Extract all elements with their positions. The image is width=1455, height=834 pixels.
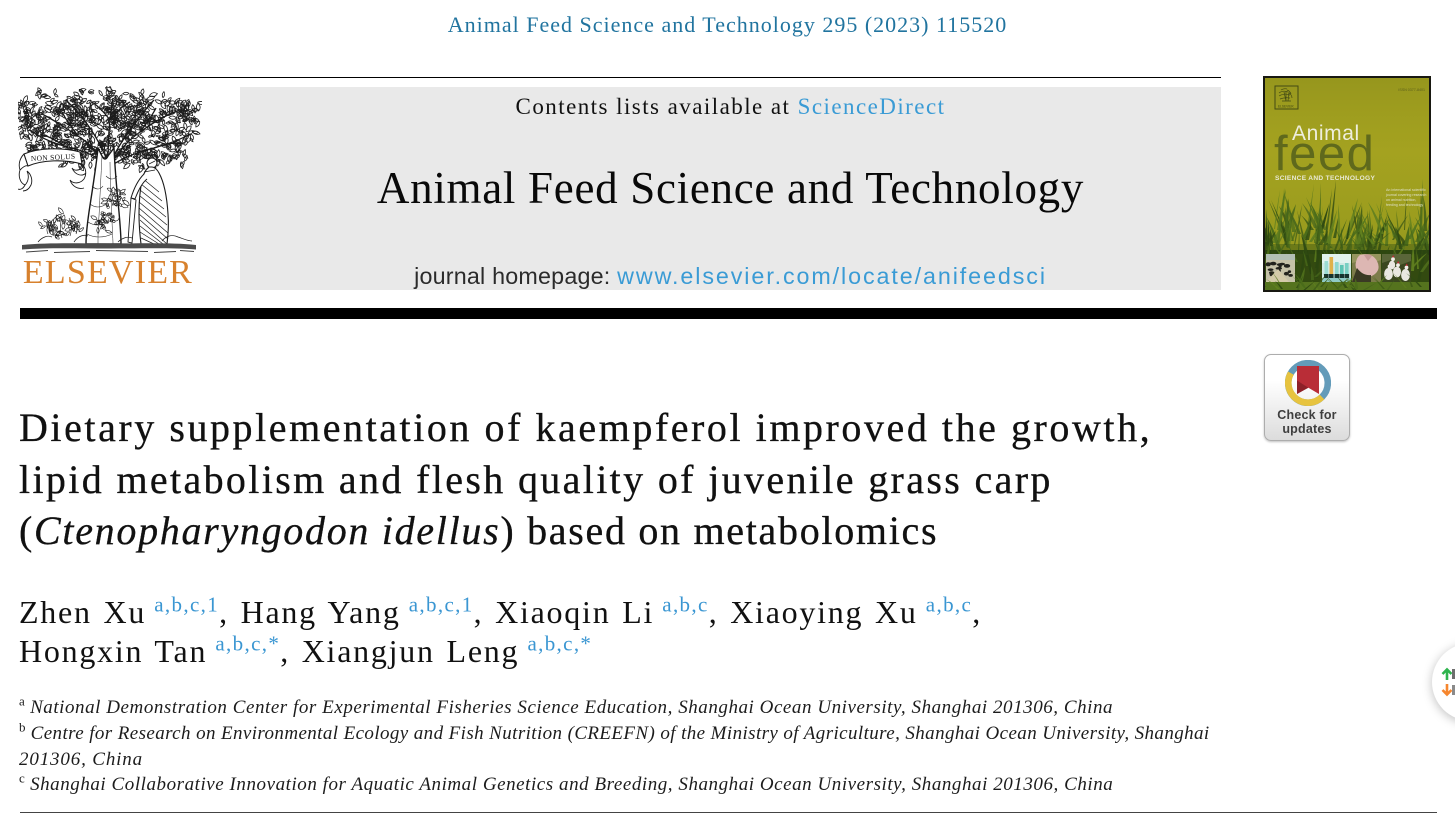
svg-text:An international scientific: An international scientific — [1386, 188, 1426, 192]
svg-text:ISSN 0377-8401: ISSN 0377-8401 — [1398, 88, 1425, 92]
svg-text:feeding and technology: feeding and technology — [1386, 203, 1423, 207]
svg-text:SCIENCE AND TECHNOLOGY: SCIENCE AND TECHNOLOGY — [1275, 175, 1375, 182]
svg-text:journal covering research: journal covering research — [1385, 193, 1426, 197]
svg-text:NON SOLUS: NON SOLUS — [31, 152, 76, 163]
svg-text:feed: feed — [1274, 127, 1375, 181]
svg-text:Animal: Animal — [1292, 122, 1360, 145]
svg-text:on animal nutrition,: on animal nutrition, — [1386, 198, 1416, 202]
svg-text:ELSEVIER: ELSEVIER — [1278, 105, 1294, 109]
